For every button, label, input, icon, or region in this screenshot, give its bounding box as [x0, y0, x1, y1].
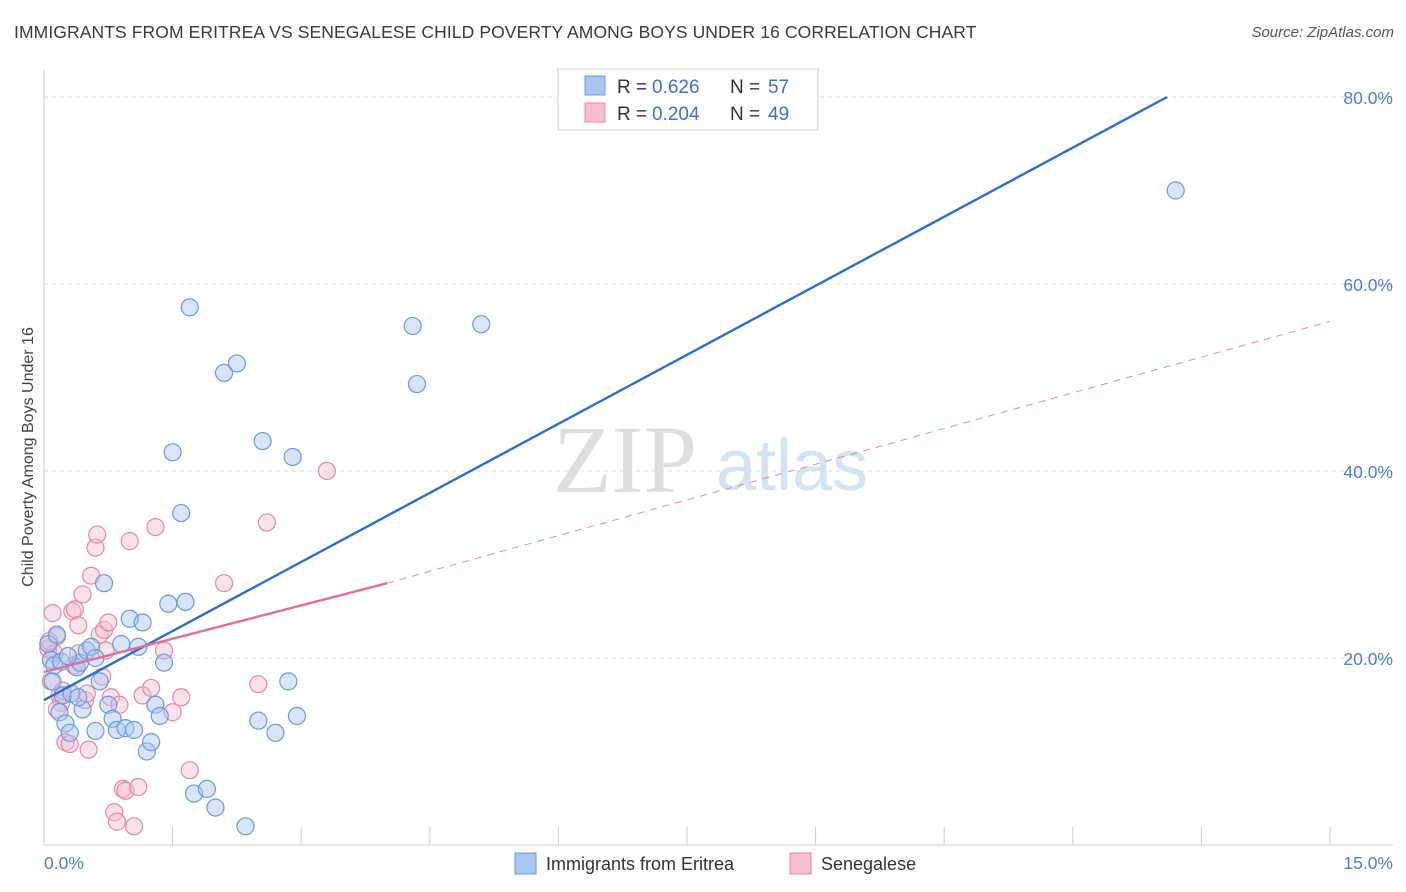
watermark-zip: ZIP — [553, 406, 697, 513]
eritrea-point — [407, 374, 427, 394]
y-tick-label: 40.0% — [1343, 462, 1393, 482]
watermark-atlas: atlas — [716, 426, 868, 506]
eritrea-point — [154, 653, 174, 672]
legend-n-label-2: N = — [730, 104, 760, 125]
legend-r-value-1: 0.626 — [652, 77, 700, 98]
eritrea-point — [69, 688, 88, 707]
eritrea-point — [137, 742, 156, 761]
senegalese-point — [129, 777, 148, 797]
legend-r-label-2: R = — [617, 104, 647, 125]
eritrea-point — [146, 695, 165, 714]
axes — [43, 70, 1393, 846]
eritrea-point — [60, 723, 79, 742]
eritrea-point — [90, 672, 109, 691]
eritrea-point — [1166, 181, 1185, 200]
eritrea-point — [133, 613, 152, 632]
x-tick-label: 0.0% — [44, 853, 84, 873]
senegalese-point — [69, 616, 88, 635]
senegalese-point — [180, 761, 199, 780]
eritrea-point — [163, 443, 182, 462]
eritrea-point — [150, 706, 169, 726]
senegalese-point — [43, 604, 62, 623]
senegalese-point — [142, 678, 161, 698]
eritrea-point — [142, 733, 161, 752]
eritrea-trend-line-solid — [43, 95, 1168, 702]
eritrea-point — [58, 647, 78, 666]
x-tick-label: 15.0% — [1343, 853, 1393, 873]
eritrea-point — [279, 672, 298, 691]
legend-n-label-1: N = — [730, 77, 760, 98]
source-label: Source: ZipAtlas.com — [1251, 24, 1394, 41]
series-legend: Immigrants from Eritrea Senegalese — [514, 852, 916, 875]
eritrea-point — [180, 298, 199, 317]
eritrea-point — [266, 723, 285, 742]
eritrea-point — [43, 672, 62, 691]
eritrea-point — [472, 315, 491, 334]
eritrea-point — [236, 817, 255, 836]
eritrea-point — [99, 695, 118, 714]
senegalese-point — [99, 613, 118, 632]
gridlines — [44, 96, 1393, 659]
senegalese-point — [120, 532, 139, 551]
eritrea-point — [86, 721, 105, 741]
legend-r-value-2: 0.204 — [652, 104, 700, 125]
eritrea-point — [56, 714, 75, 733]
series-legend-label-senegalese: Senegalese — [821, 854, 916, 874]
eritrea-point — [172, 503, 191, 523]
legend-r-label-1: R = — [617, 77, 647, 98]
eritrea-points — [39, 181, 1185, 836]
senegalese-point — [257, 513, 277, 532]
eritrea-point — [82, 637, 101, 656]
eritrea-point — [253, 431, 272, 451]
chart-title: IMMIGRANTS FROM ERITREA VS SENEGALESE CH… — [14, 22, 977, 42]
legend-n-value-1: 57 — [768, 77, 789, 98]
senegalese-point — [86, 538, 105, 557]
x-tick-labels: 0.0% 15.0% — [44, 853, 1393, 873]
eritrea-point — [287, 706, 307, 726]
eritrea-point — [197, 779, 216, 799]
eritrea-point — [227, 354, 246, 373]
senegalese-point — [79, 740, 98, 759]
senegalese-point — [317, 461, 337, 481]
senegalese-point — [113, 779, 132, 799]
eritrea-point — [206, 798, 225, 817]
senegalese-point — [73, 585, 92, 604]
eritrea-point — [159, 594, 178, 613]
eritrea-point — [103, 709, 122, 728]
watermark: ZIP atlas — [553, 406, 868, 513]
trend-lines — [43, 95, 1331, 702]
eritrea-point — [249, 711, 268, 730]
eritrea-point — [214, 363, 234, 382]
legend-swatch-blue — [584, 75, 606, 96]
legend-swatch-pink — [584, 102, 606, 123]
legend-n-value-2: 49 — [768, 104, 789, 125]
eritrea-point — [403, 316, 422, 336]
x-ticks — [172, 827, 1331, 845]
senegalese-point — [172, 688, 191, 707]
series-legend-swatch-senegalese — [789, 852, 812, 875]
senegalese-point — [107, 812, 126, 831]
senegalese-point — [214, 574, 234, 593]
y-tick-label: 60.0% — [1343, 275, 1393, 295]
y-tick-labels: 20.0% 40.0% 60.0% 80.0% — [1343, 88, 1393, 669]
senegalese-point — [249, 675, 268, 694]
eritrea-point — [283, 447, 302, 467]
y-tick-label: 20.0% — [1343, 649, 1393, 669]
eritrea-point — [124, 720, 144, 740]
senegalese-point — [124, 817, 144, 836]
eritrea-point — [94, 574, 114, 593]
eritrea-point — [176, 592, 195, 612]
senegalese-point — [146, 517, 165, 537]
y-tick-label: 80.0% — [1343, 88, 1393, 108]
senegalese-point — [88, 525, 107, 544]
y-axis-title: Child Poverty Among Boys Under 16 — [20, 327, 37, 587]
senegalese-points — [39, 461, 337, 836]
correlation-legend: R = 0.626 N = 57 R = 0.204 N = 49 — [557, 68, 819, 131]
senegalese-point — [65, 600, 84, 619]
series-legend-label-eritrea: Immigrants from Eritrea — [546, 854, 735, 874]
series-legend-swatch-eritrea — [514, 852, 537, 875]
senegalese-trend-line-solid — [43, 582, 388, 674]
eritrea-point — [47, 625, 66, 644]
